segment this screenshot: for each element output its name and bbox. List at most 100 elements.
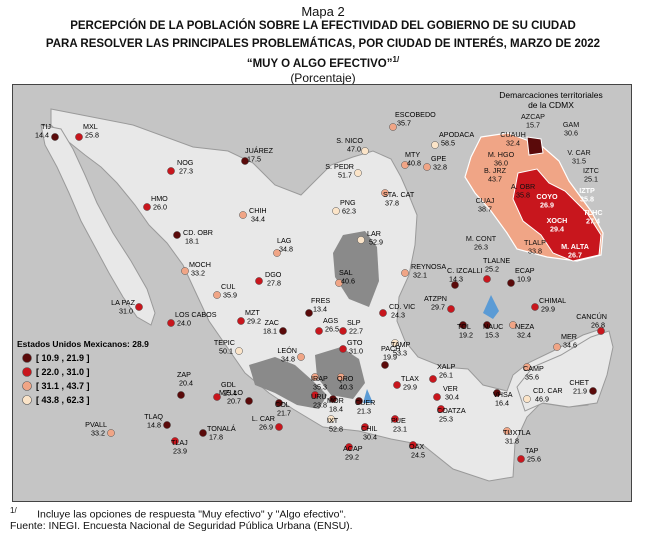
legend-item: [ 22.0 , 31.0 ] xyxy=(22,367,90,377)
city-value: 29.2 xyxy=(247,317,261,326)
city-value: 24.5 xyxy=(411,451,425,460)
city-marker xyxy=(531,303,539,311)
city-value: 32.4 xyxy=(517,331,531,340)
city-value: 26.0 xyxy=(153,203,167,212)
city-name: CHIL xyxy=(361,424,377,433)
city-value: 15.3 xyxy=(485,331,499,340)
city-marker xyxy=(345,443,353,451)
city-marker xyxy=(357,236,365,244)
city-marker xyxy=(451,281,459,289)
city-name: TIJ xyxy=(41,122,51,131)
city-marker xyxy=(355,397,363,405)
city-name: ATZPN xyxy=(424,294,447,303)
city-value: 33.2 xyxy=(191,269,205,278)
city-value: 52.9 xyxy=(369,238,383,247)
city-value: 27.3 xyxy=(179,167,193,176)
city-marker xyxy=(503,427,511,435)
city-name: CD. CAR xyxy=(533,386,563,395)
city-name: CD. VIC xyxy=(389,302,415,311)
city-marker xyxy=(339,345,347,353)
city-value: 23.8 xyxy=(313,401,327,410)
city-marker xyxy=(553,343,561,351)
city-value: 20.7 xyxy=(227,397,241,406)
city-value: 34.6 xyxy=(563,341,577,350)
city-name: IRAP xyxy=(311,374,328,383)
city-name: MXL xyxy=(83,122,98,131)
city-marker xyxy=(409,441,417,449)
title-line-3: “Muy o algo efectivo”1/ xyxy=(0,55,646,70)
city-name: TEPIC xyxy=(214,338,235,347)
city-value: 58.5 xyxy=(441,139,455,148)
city-value: 21.7 xyxy=(277,409,291,418)
title-footnote-mark: 1/ xyxy=(392,55,400,64)
cdmx-district-name: B. JRZ xyxy=(484,166,507,175)
city-value: 35.9 xyxy=(223,291,237,300)
footnote-text: Incluye las opciones de respuesta "Muy e… xyxy=(37,508,347,521)
city-marker xyxy=(354,169,362,177)
city-marker xyxy=(381,189,389,197)
city-value: 25.8 xyxy=(85,131,99,140)
city-name: HMO xyxy=(151,194,168,203)
city-name: AGS xyxy=(323,316,338,325)
legend-label: [ 31.1 , 43.7 ] xyxy=(36,381,90,391)
city-value: 53.3 xyxy=(393,349,407,358)
city-value: 47.0 xyxy=(347,145,361,154)
city-marker xyxy=(51,133,59,141)
cdmx-district-value: 36.0 xyxy=(494,159,508,168)
city-name: ZAP xyxy=(177,370,191,379)
cdmx-district-value: 38.7 xyxy=(478,205,492,214)
city-name: TAMP xyxy=(391,340,411,349)
cdmx-dark-zone xyxy=(526,136,544,156)
city-name: ACAP xyxy=(343,444,363,453)
city-name: MTY xyxy=(405,150,420,159)
city-value: 50.1 xyxy=(219,347,233,356)
city-value: 30.4 xyxy=(363,433,377,442)
city-marker xyxy=(163,421,171,429)
city-name: LOS CABOS xyxy=(175,310,217,319)
city-value: 35.7 xyxy=(397,119,411,128)
lake-icon xyxy=(483,295,499,319)
city-name: ESCOBEDO xyxy=(395,110,436,119)
city-name: PVALL xyxy=(85,420,107,429)
cdmx-district-value: 35.8 xyxy=(580,195,594,204)
cdmx-district-value: 15.7 xyxy=(526,121,540,130)
city-marker xyxy=(423,163,431,171)
city-name: TLALNE xyxy=(483,256,510,265)
city-value: 18.1 xyxy=(263,327,277,336)
city-value: 26.5 xyxy=(325,325,339,334)
city-name: CUL xyxy=(221,282,235,291)
city-marker xyxy=(273,249,281,257)
city-marker xyxy=(393,381,401,389)
city-value: 10.9 xyxy=(517,275,531,284)
city-name: NEZA xyxy=(515,322,534,331)
city-marker xyxy=(177,391,185,399)
city-value: 29.7 xyxy=(431,303,445,312)
city-marker xyxy=(171,437,179,445)
cdmx-district-value: 26.9 xyxy=(540,201,554,210)
city-marker xyxy=(239,211,247,219)
legend-swatch xyxy=(22,395,32,405)
city-name: VHSA xyxy=(493,390,513,399)
city-name: CANCÚN xyxy=(576,312,607,321)
city-marker xyxy=(507,279,515,287)
cdmx-district-name: CUAUH xyxy=(500,130,526,139)
city-marker xyxy=(311,373,319,381)
legend: Estados Unidos Mexicanos: 28.9 [ 10.9 , … xyxy=(17,339,149,405)
city-marker xyxy=(332,207,340,215)
city-value: 17.8 xyxy=(209,433,223,442)
legend-swatch xyxy=(22,367,32,377)
cdmx-district-name: M. ALTA xyxy=(561,242,589,251)
city-name: MZT xyxy=(245,308,260,317)
city-marker xyxy=(241,157,249,165)
city-value: 29.9 xyxy=(403,383,417,392)
city-marker xyxy=(329,395,337,403)
city-marker xyxy=(107,429,115,437)
city-value: 46.9 xyxy=(535,395,549,404)
city-value: 51.7 xyxy=(338,171,352,180)
city-name: ZAC xyxy=(265,318,279,327)
cdmx-district-name: M. CONT xyxy=(466,234,497,243)
city-value: 32.1 xyxy=(413,271,427,280)
city-name: MER xyxy=(561,332,577,341)
legend-item: [ 31.1 , 43.7 ] xyxy=(22,381,90,391)
city-name: QRO xyxy=(337,374,354,383)
